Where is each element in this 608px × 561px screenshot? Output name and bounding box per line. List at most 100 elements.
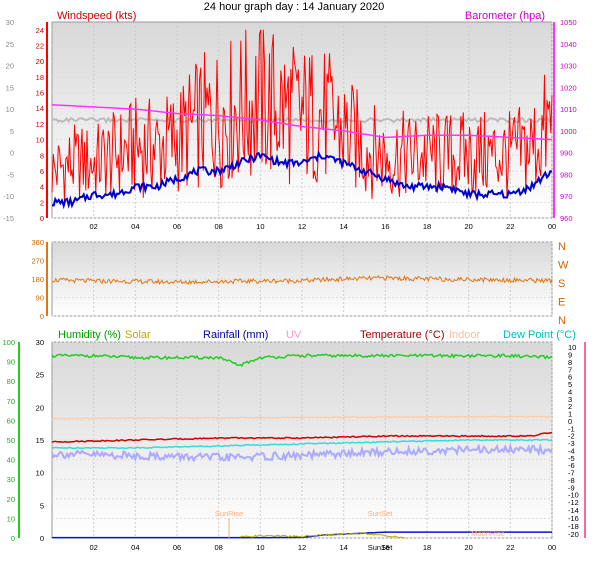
inner-tick-label: 10 (36, 469, 44, 478)
temp-tick-label: -1 (568, 424, 575, 433)
outer-tick-label: 5 (10, 127, 14, 136)
outer-tick-label: 30 (6, 18, 14, 27)
wind-tick-label: 10 (36, 136, 44, 145)
baro-right-axis-bar (553, 22, 555, 218)
solar-line (240, 531, 406, 539)
temp-tick-label: -2 (568, 432, 575, 441)
outer-tick-label: -5 (7, 170, 14, 179)
humidity-tick-label: 20 (7, 495, 15, 504)
temp-tick-label: -7 (568, 469, 575, 478)
temp-tick-label: -16 (568, 514, 579, 523)
x-tick-label-top: 04 (131, 222, 139, 231)
direction-tick-label: 180 (31, 275, 44, 284)
direction-tick-label: 90 (36, 294, 44, 303)
x-tick-label-bottom: 08 (214, 543, 222, 552)
x-tick-label-bottom: 00 (548, 543, 556, 552)
legend-windspeed: Windspeed (kts) (57, 10, 136, 22)
temp-tick-label: -12 (568, 498, 579, 507)
inner-tick-label: 25 (36, 371, 44, 380)
wind-direction-line (51, 274, 553, 285)
legend-dewpoint: Dew Point (°C) (503, 329, 576, 341)
humidity-tick-label: 30 (7, 475, 15, 484)
temp-tick-label: 9 (568, 351, 572, 360)
temp-tick-label: 5 (568, 380, 572, 389)
baro-tick-label: 970 (560, 192, 573, 201)
x-tick-label-bottom: 16 (381, 543, 389, 552)
baro-tick-label: 1020 (560, 83, 577, 92)
temp-tick-label: -4 (568, 446, 575, 455)
temp-tick-label: 10 (568, 343, 576, 352)
inner-tick-label: 20 (36, 403, 44, 412)
x-tick-label-top: 16 (381, 222, 389, 231)
wind-tick-label: 12 (36, 120, 44, 129)
humidity-tick-label: 60 (7, 416, 15, 425)
temp-tick-label: 2 (568, 402, 572, 411)
x-tick-label-bottom: 10 (256, 543, 264, 552)
temp-tick-label: -10 (568, 491, 579, 500)
inner-tick-label: 15 (36, 436, 44, 445)
x-tick-label-top: 22 (506, 222, 514, 231)
legend-barometer: Barometer (hpa) (465, 10, 545, 22)
temp-tick-label: 4 (568, 387, 572, 396)
x-tick-label-top: 02 (89, 222, 97, 231)
temp-tick-label: -9 (568, 483, 575, 492)
baro-tick-label: 1040 (560, 40, 577, 49)
temp-tick-label: 7 (568, 365, 572, 374)
legend-indoor: Indoor (449, 329, 481, 341)
temp-tick-label: -3 (568, 439, 575, 448)
temp-tick-label: -8 (568, 476, 575, 485)
wind-tick-label: 18 (36, 73, 44, 82)
compass-label: W (558, 260, 569, 272)
wind-tick-label: 14 (36, 104, 44, 113)
outer-tick-label: 0 (10, 149, 14, 158)
temp-tick-label: -14 (568, 506, 579, 515)
x-tick-label-bottom: 18 (423, 543, 431, 552)
wind-tick-label: 4 (40, 183, 44, 192)
sunset-label: SunSet (368, 509, 394, 518)
temp-right-axis-bar (584, 342, 586, 538)
outer-tick-label: -10 (3, 192, 14, 201)
wind-tick-label: 16 (36, 89, 44, 98)
outer-tick-label: 10 (6, 105, 14, 114)
sunrise-label: SunRise (215, 509, 243, 518)
x-tick-label-top: 18 (423, 222, 431, 231)
outer-tick-label: 15 (6, 83, 14, 92)
temp-tick-label: 1 (568, 410, 572, 419)
legend-humidity: Humidity (%) (58, 329, 121, 341)
inner-tick-label: 30 (36, 338, 44, 347)
temp-tick-label: -6 (568, 461, 575, 470)
x-tick-label-bottom: 06 (173, 543, 181, 552)
wind-tick-label: 8 (40, 151, 44, 160)
moonrise-label: MoonRise (471, 529, 505, 538)
outer-tick-label: -15 (3, 214, 14, 223)
dir-left-axis-bar (46, 242, 48, 316)
temp-tick-label: 6 (568, 373, 572, 382)
humidity-tick-label: 50 (7, 436, 15, 445)
humidity-tick-label: 10 (7, 514, 15, 523)
blue-trace-line (51, 149, 553, 210)
legend-rainfall: Rainfall (mm) (203, 329, 268, 341)
baro-tick-label: 980 (560, 170, 573, 179)
wind-tick-label: 6 (40, 167, 44, 176)
direction-tick-label: 270 (31, 257, 44, 266)
compass-label: N (558, 241, 566, 253)
x-tick-label-top: 08 (214, 222, 222, 231)
legend-temperature: Temperature (°C) (360, 329, 444, 341)
dewpoint-line (52, 438, 553, 450)
x-tick-label-top: 12 (298, 222, 306, 231)
outer-tick-label: 20 (6, 62, 14, 71)
indoor-line (51, 415, 552, 420)
chart-title: 24 hour graph day : 14 January 2020 (204, 1, 384, 13)
x-tick-label-top: 20 (464, 222, 472, 231)
x-tick-label-bottom: 22 (506, 543, 514, 552)
humidity-tick-label: 0 (11, 534, 15, 543)
inner-tick-label: 0 (40, 534, 44, 543)
compass-label: N (558, 315, 566, 327)
wind-tick-label: 20 (36, 57, 44, 66)
baro-tick-label: 990 (560, 149, 573, 158)
temperature-line (51, 431, 553, 443)
x-tick-label-top: 14 (339, 222, 347, 231)
direction-tick-label: 360 (31, 238, 44, 247)
